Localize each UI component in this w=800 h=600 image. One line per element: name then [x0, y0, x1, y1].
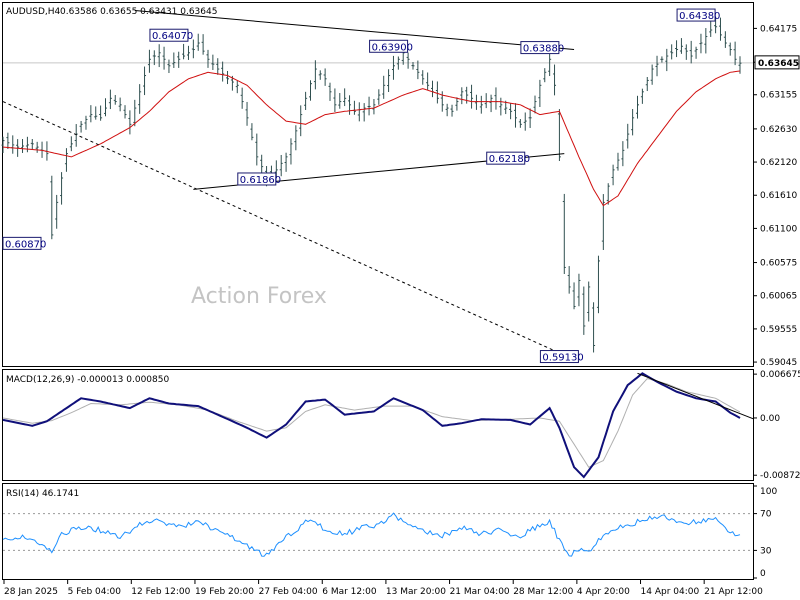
current-price-box: [754, 55, 800, 70]
price-y-tick-label: 0.59555: [760, 325, 797, 335]
rsi-y-tick-label: 0: [760, 569, 766, 579]
x-axis-tick-label: 28 Mar 12:00: [513, 587, 573, 597]
price-layer: 0.641750.636550.631550.626300.621200.616…: [1, 8, 800, 368]
x-axis-tick-label: 12 Feb 12:00: [131, 587, 190, 597]
macd-y-tick-label: -0.008724: [760, 471, 800, 481]
price-annotation-label: 0.59130: [542, 353, 583, 364]
x-axis-tick-label: 13 Mar 20:00: [386, 587, 446, 597]
x-axis-tick-label: 4 Apr 20:00: [577, 587, 630, 597]
macd-pane-border: [2, 369, 754, 481]
price-y-tick-label: 0.64175: [760, 24, 797, 34]
rsi-header: RSI(14) 46.1741: [6, 489, 79, 499]
rsi-y-tick-label: 70: [760, 510, 772, 520]
price-bars: [1, 16, 742, 353]
price-annotation-label: 0.62180: [489, 154, 530, 165]
x-axis-tick-label: 6 Mar 12:00: [322, 587, 377, 597]
macd-y-tick-label: 0.006675: [760, 370, 800, 380]
moving-average-line: [2, 70, 741, 207]
price-annotation-label: 0.61860: [240, 175, 281, 186]
price-annotation-box: [520, 41, 560, 55]
price-annotation-box: [539, 350, 579, 364]
price-y-tick-label: 0.60575: [760, 259, 797, 269]
rsi-pane-border: [2, 483, 754, 580]
macd-trendline: [637, 372, 754, 420]
price-annotation-box: [237, 172, 277, 186]
rsi-line: [2, 512, 741, 557]
price-annotation-label: 0.64070: [152, 31, 193, 42]
price-annotation-label: 0.63880: [523, 44, 564, 55]
macd-signal-line: [2, 378, 741, 468]
price-y-tick-label: 0.62630: [760, 125, 797, 135]
macd-y-tick-label: 0.00: [760, 414, 780, 424]
trendline: [134, 10, 575, 51]
macd-layer: 0.006675 0.00 -0.008724: [2, 370, 800, 481]
price-header-symbol: AUDUSD,H4: [6, 7, 61, 17]
price-annotation-box: [149, 28, 189, 42]
x-axis-tick-label: 27 Feb 04:00: [259, 587, 318, 597]
rsi-y-tick-label: 100: [760, 487, 777, 497]
price-annotation-label: 0.60870: [5, 239, 46, 250]
x-axis: 28 Jan 2025 5 Feb 04:00 12 Feb 12:00 19 Feb…: [3, 580, 763, 597]
price-annotation-box: [369, 39, 409, 53]
current-price-label: 0.63645: [758, 59, 799, 69]
x-axis-tick-label: 21 Apr 12:00: [704, 587, 763, 597]
rsi-y-tick-label: 30: [760, 546, 772, 556]
x-axis-tick-label: 14 Apr 04:00: [641, 587, 700, 597]
macd-line: [2, 372, 741, 479]
price-annotation-box: [676, 8, 716, 22]
macd-header: MACD(12,26,9) -0.000013 0.000850: [6, 375, 169, 385]
price-y-tick-label: 0.59045: [760, 358, 797, 368]
price-y-tick-label: 0.62120: [760, 158, 797, 168]
x-axis-tick-label: 21 Mar 04:00: [450, 587, 510, 597]
rsi-layer: 100 70 30 0: [2, 485, 777, 579]
price-annotation-box: [2, 236, 42, 250]
price-y-tick-label: 0.63155: [760, 91, 797, 101]
x-axis-tick-label: 5 Feb 04:00: [68, 587, 122, 597]
price-y-tick-label: 0.61610: [760, 191, 797, 201]
price-y-tick-label: 0.60065: [760, 292, 797, 302]
price-pane-border: [2, 2, 754, 367]
price-annotation-label: 0.64380: [679, 11, 720, 22]
x-axis-tick-label: 28 Jan 2025: [4, 587, 58, 597]
price-header-values: 0.63586 0.63655 0.63431 0.63645: [60, 7, 217, 17]
price-annotation-box: [486, 151, 526, 165]
price-annotation-label: 0.63900: [372, 42, 413, 53]
watermark: Action Forex: [191, 284, 327, 309]
price-y-tick-label: 0.61100: [760, 224, 797, 234]
x-axis-tick-label: 19 Feb 20:00: [195, 587, 254, 597]
